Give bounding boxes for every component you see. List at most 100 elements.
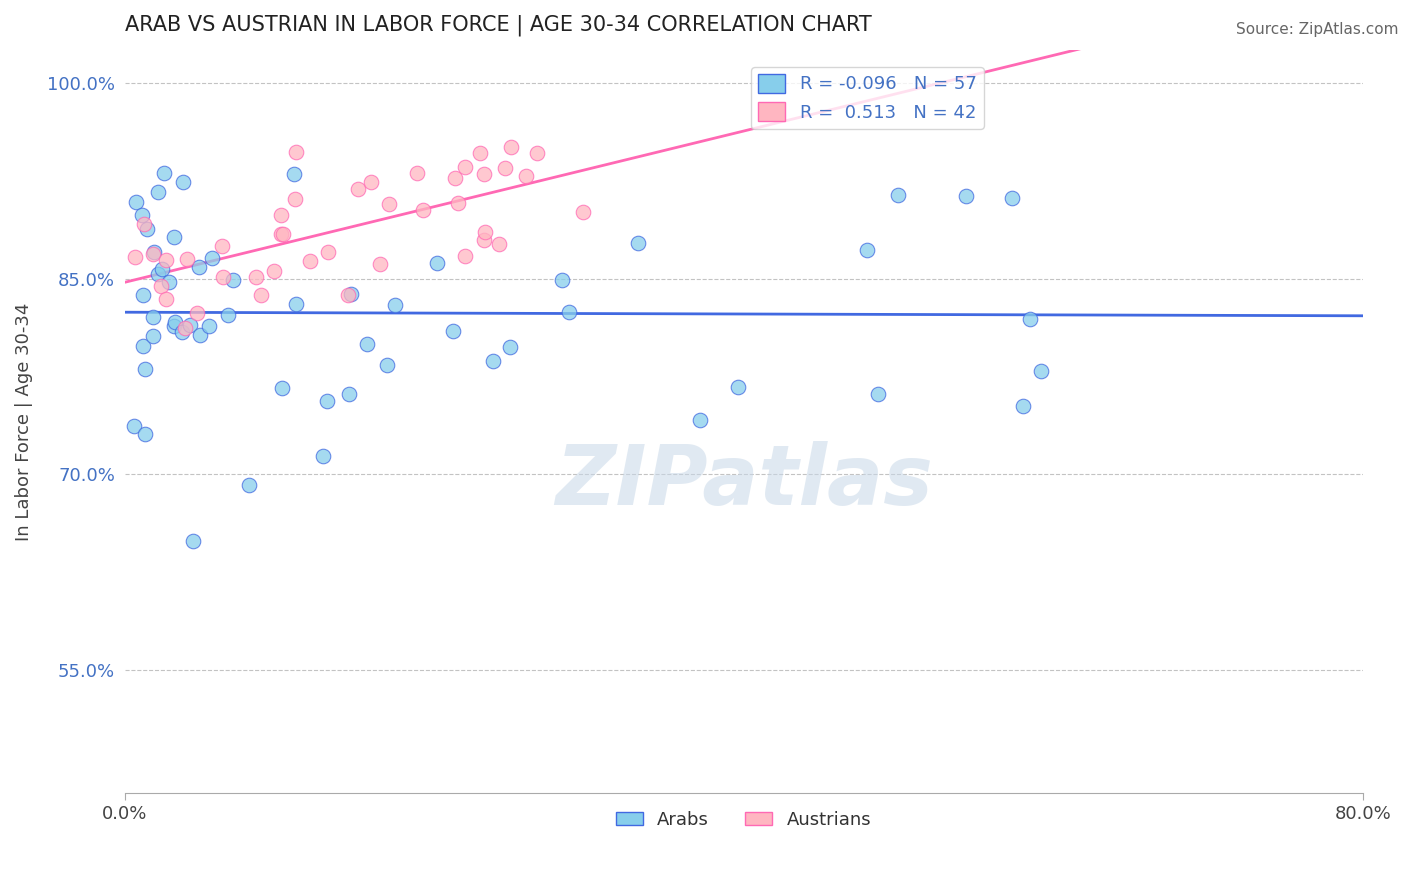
Point — [515, 169, 537, 183]
Point — [474, 226, 496, 240]
Point — [136, 222, 159, 236]
Point — [474, 234, 496, 248]
Point — [132, 288, 155, 302]
Point — [377, 196, 399, 211]
Point — [201, 251, 224, 265]
Point — [316, 393, 339, 408]
Point — [482, 354, 505, 368]
Point — [263, 264, 285, 278]
Point — [499, 140, 522, 154]
Point — [312, 449, 335, 463]
Point — [356, 336, 378, 351]
Point — [270, 381, 292, 395]
Point — [163, 229, 186, 244]
Point — [142, 329, 165, 343]
Y-axis label: In Labor Force | Age 30-34: In Labor Force | Age 30-34 — [15, 302, 32, 541]
Point — [472, 168, 495, 182]
Point — [153, 165, 176, 179]
Point — [1031, 364, 1053, 378]
Point — [132, 339, 155, 353]
Point — [157, 275, 180, 289]
Point — [360, 175, 382, 189]
Point — [124, 250, 146, 264]
Point — [211, 239, 233, 253]
Point — [142, 244, 165, 259]
Point — [134, 362, 156, 376]
Point — [245, 270, 267, 285]
Point — [368, 257, 391, 271]
Point — [375, 358, 398, 372]
Point — [499, 340, 522, 354]
Point — [273, 227, 295, 242]
Point — [441, 324, 464, 338]
Point — [447, 196, 470, 211]
Point — [146, 185, 169, 199]
Point — [866, 387, 889, 401]
Point — [526, 145, 548, 160]
Point — [426, 256, 449, 270]
Text: ZIPatlas: ZIPatlas — [555, 441, 932, 522]
Point — [186, 306, 208, 320]
Point — [557, 304, 579, 318]
Point — [142, 247, 165, 261]
Point — [454, 249, 477, 263]
Point — [170, 325, 193, 339]
Point — [494, 161, 516, 175]
Point — [298, 253, 321, 268]
Point — [179, 318, 201, 333]
Text: Source: ZipAtlas.com: Source: ZipAtlas.com — [1236, 22, 1399, 37]
Point — [222, 273, 245, 287]
Point — [188, 328, 211, 343]
Point — [217, 308, 239, 322]
Point — [412, 202, 434, 217]
Point — [125, 194, 148, 209]
Point — [270, 208, 292, 222]
Point — [406, 166, 429, 180]
Point — [270, 227, 292, 241]
Point — [152, 262, 174, 277]
Point — [212, 269, 235, 284]
Point — [174, 321, 197, 335]
Point — [155, 293, 177, 307]
Text: ARAB VS AUSTRIAN IN LABOR FORCE | AGE 30-34 CORRELATION CHART: ARAB VS AUSTRIAN IN LABOR FORCE | AGE 30… — [125, 15, 872, 37]
Point — [886, 188, 908, 202]
Point — [285, 296, 308, 310]
Point — [316, 244, 339, 259]
Point — [337, 387, 360, 401]
Point — [627, 236, 650, 251]
Point — [283, 167, 305, 181]
Point — [468, 145, 491, 160]
Point — [340, 287, 363, 301]
Point — [238, 478, 260, 492]
Point — [198, 318, 221, 333]
Point — [284, 192, 307, 206]
Point — [176, 252, 198, 266]
Legend: Arabs, Austrians: Arabs, Austrians — [609, 804, 879, 837]
Point — [551, 272, 574, 286]
Point — [454, 160, 477, 174]
Point — [856, 243, 879, 257]
Point — [131, 208, 153, 222]
Point — [150, 279, 173, 293]
Point — [1001, 191, 1024, 205]
Point — [1018, 311, 1040, 326]
Point — [727, 380, 749, 394]
Point — [148, 267, 170, 281]
Point — [172, 175, 194, 189]
Point — [163, 314, 186, 328]
Point — [955, 188, 977, 202]
Point — [488, 236, 510, 251]
Point — [122, 419, 145, 434]
Point — [346, 182, 368, 196]
Point — [187, 260, 209, 275]
Point — [336, 287, 359, 301]
Point — [384, 298, 406, 312]
Point — [142, 310, 165, 324]
Point — [155, 252, 177, 267]
Point — [285, 145, 308, 160]
Point — [444, 170, 467, 185]
Point — [134, 426, 156, 441]
Point — [689, 413, 711, 427]
Point — [163, 319, 186, 334]
Point — [249, 288, 271, 302]
